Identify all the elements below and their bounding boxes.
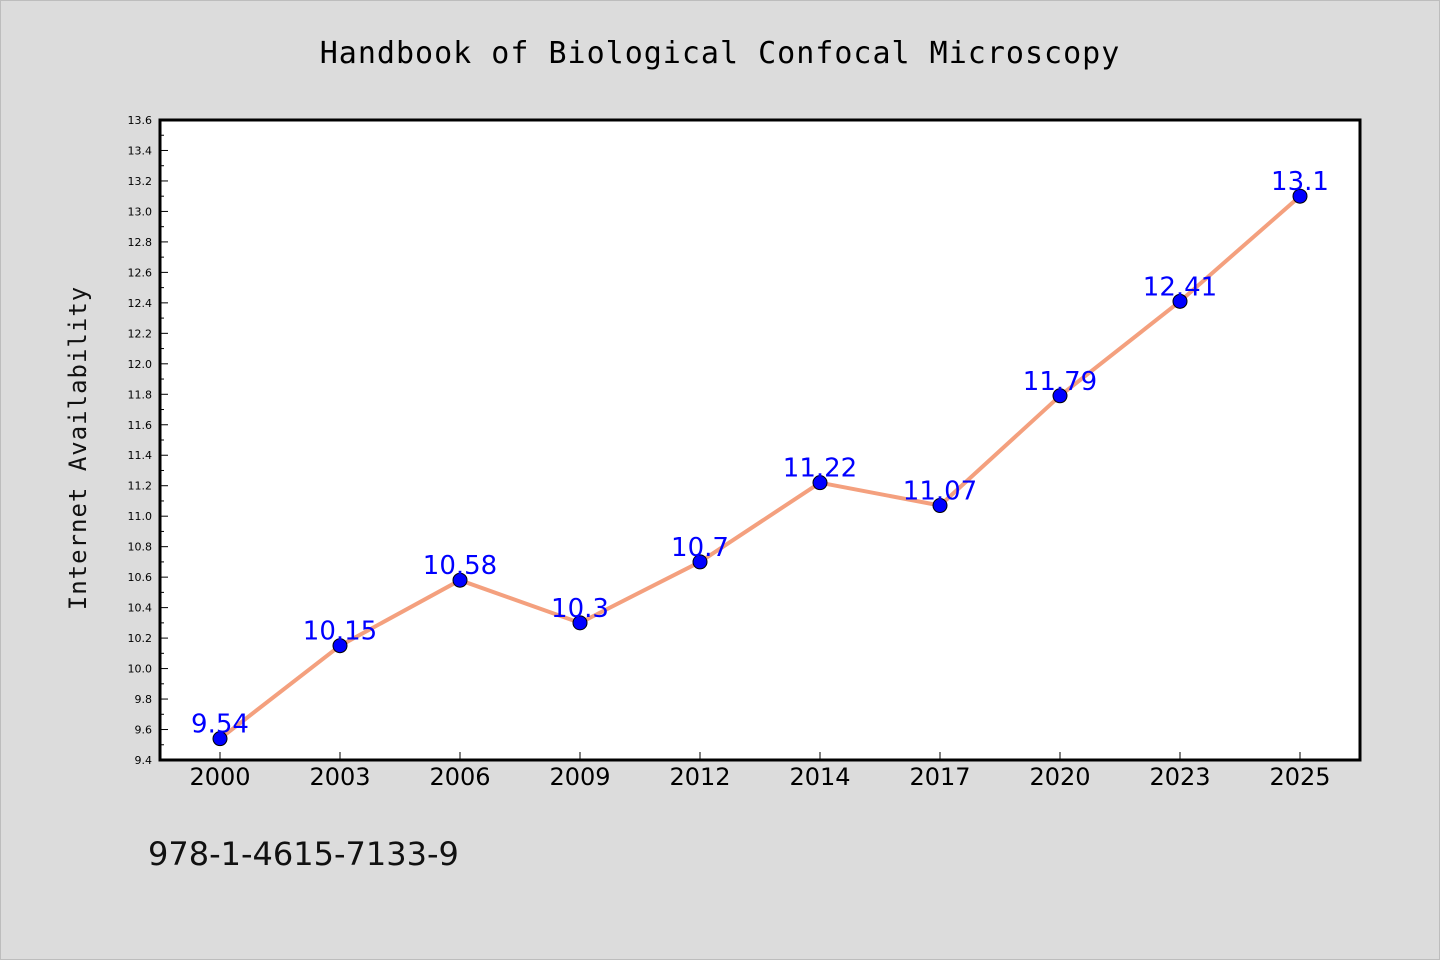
- x-tick-label: 2025: [1269, 763, 1330, 791]
- data-point: [932, 498, 948, 514]
- y-tick-label: 12.8: [128, 236, 153, 249]
- data-label: 10.58: [423, 551, 497, 581]
- y-tick-label: 11.2: [128, 480, 153, 493]
- data-label: 10.7: [671, 533, 729, 563]
- data-point: [1052, 388, 1068, 404]
- x-tick-label: 2020: [1029, 763, 1090, 791]
- y-tick-label: 12.0: [128, 358, 153, 371]
- data-point: [332, 638, 348, 654]
- data-labels-group: 9.54 10.15 10.58 10.3 10.7 11.22 11.07 11.79 12.…: [191, 167, 1329, 739]
- data-point: [452, 572, 468, 588]
- y-tick-label: 12.2: [128, 327, 153, 340]
- y-tick-label: 9.6: [135, 724, 153, 737]
- data-label: 11.07: [903, 477, 977, 507]
- x-tick-label: 2012: [669, 763, 730, 791]
- chart-title: Handbook of Biological Confocal Microsco…: [320, 36, 1121, 71]
- plot-area: [158, 118, 1362, 762]
- y-tick-label: 10.6: [128, 571, 153, 584]
- y-tick-label: 11.0: [128, 510, 153, 523]
- y-axis-label: Internet Availability: [64, 286, 92, 610]
- y-tick-label: 9.8: [135, 693, 153, 706]
- x-axis: 2000 2003 2006 2009 2012 2014 2017 2020 2023 2025: [189, 752, 1331, 791]
- x-tick-label: 2000: [189, 763, 250, 791]
- x-tick-label: 2023: [1149, 763, 1210, 791]
- y-tick-label: 10.8: [128, 541, 153, 554]
- y-tick-label: 9.4: [135, 754, 153, 767]
- x-tick-label: 2014: [789, 763, 850, 791]
- data-label: 10.3: [551, 594, 609, 624]
- y-tick-label: 11.6: [128, 419, 153, 432]
- footer-isbn: 978-1-4615-7133-9: [148, 835, 459, 873]
- data-point: [692, 554, 708, 570]
- series-group: [212, 188, 1308, 747]
- data-point: [1292, 188, 1308, 204]
- data-point: [572, 615, 588, 631]
- y-tick-label: 10.0: [128, 663, 153, 676]
- data-point: [812, 475, 828, 491]
- series-line: [218, 194, 1302, 741]
- data-label: 13.1: [1271, 167, 1329, 197]
- y-tick-label: 13.2: [128, 175, 153, 188]
- data-label: 11.22: [783, 454, 857, 484]
- x-tick-label: 2006: [429, 763, 490, 791]
- y-tick-label: 12.6: [128, 266, 153, 279]
- data-point: [212, 731, 228, 747]
- x-tick-label: 2003: [309, 763, 370, 791]
- y-tick-label: 13.4: [128, 144, 153, 157]
- data-label: 12.41: [1143, 272, 1217, 302]
- data-point: [1172, 293, 1188, 309]
- y-tick-label: 10.2: [128, 632, 153, 645]
- y-axis: 9.4 9.6 9.8 10.0 10.2 10.4 10.6 10.8 11.0 11.2 11.…: [128, 114, 168, 767]
- y-tick-label: 11.4: [128, 449, 153, 462]
- y-tick-label: 10.4: [128, 602, 153, 615]
- y-tick-label: 13.0: [128, 205, 153, 218]
- data-label: 10.15: [303, 617, 377, 647]
- y-tick-label: 13.6: [128, 114, 153, 127]
- data-label: 9.54: [191, 710, 249, 740]
- x-tick-label: 2017: [909, 763, 970, 791]
- y-tick-label: 11.8: [128, 388, 153, 401]
- y-tick-label: 12.4: [128, 297, 153, 310]
- x-tick-label: 2009: [549, 763, 610, 791]
- data-label: 11.79: [1023, 367, 1097, 397]
